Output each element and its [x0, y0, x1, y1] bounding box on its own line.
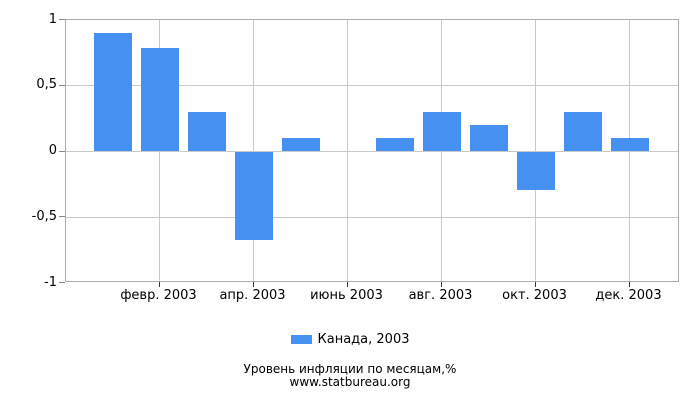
- x-axis-label: июнь 2003: [310, 288, 383, 303]
- bar-month-7: [375, 138, 414, 152]
- y-axis-tick: [59, 150, 65, 152]
- gridline-horizontal: [66, 216, 678, 218]
- plot-area: [65, 19, 679, 282]
- bar-month-12: [610, 138, 649, 152]
- bar-month-10: [516, 151, 555, 190]
- legend: Канада, 2003: [0, 332, 700, 347]
- footer-source: www.statbureau.org: [289, 375, 411, 389]
- x-axis-tick: [346, 282, 348, 287]
- x-axis-tick: [534, 282, 536, 287]
- x-axis-label: окт. 2003: [502, 288, 567, 303]
- x-axis-label: авг. 2003: [408, 288, 473, 303]
- x-axis-tick: [628, 282, 630, 287]
- bar-month-2: [140, 47, 179, 152]
- x-axis-label: дек. 2003: [595, 288, 662, 303]
- bar-month-9: [469, 125, 508, 152]
- bar-month-3: [187, 112, 226, 152]
- bar-month-5: [281, 138, 320, 152]
- y-axis-label: -0,5: [31, 208, 57, 224]
- y-axis-label: -1: [44, 274, 57, 290]
- bar-month-11: [563, 112, 602, 152]
- y-axis-label: 1: [48, 11, 57, 27]
- y-axis-tick: [59, 282, 65, 283]
- y-axis-tick: [59, 19, 65, 20]
- legend-label: Канада, 2003: [317, 332, 410, 347]
- gridline-vertical: [535, 20, 536, 281]
- x-axis-tick: [158, 282, 160, 287]
- bar-month-4: [234, 151, 273, 240]
- y-axis-tick: [59, 216, 65, 218]
- gridline-vertical: [347, 20, 348, 281]
- x-axis-label: апр. 2003: [219, 288, 286, 303]
- x-axis-label: февр. 2003: [120, 288, 197, 303]
- gridline-horizontal: [66, 85, 678, 87]
- x-axis-tick: [440, 282, 442, 287]
- y-axis-label: 0: [48, 143, 57, 158]
- bar-month-8: [422, 112, 461, 152]
- gridline-horizontal: [66, 151, 678, 152]
- bar-month-1: [93, 33, 132, 152]
- footer-title: Уровень инфляции по месяцам,%: [243, 362, 457, 376]
- chart-footer: Уровень инфляции по месяцам,% www.statbu…: [0, 363, 700, 389]
- y-axis-tick: [59, 84, 65, 86]
- gridline-vertical: [253, 20, 254, 281]
- y-axis-label: 0,5: [36, 77, 57, 93]
- x-axis-tick: [252, 282, 254, 287]
- legend-swatch: [290, 335, 312, 344]
